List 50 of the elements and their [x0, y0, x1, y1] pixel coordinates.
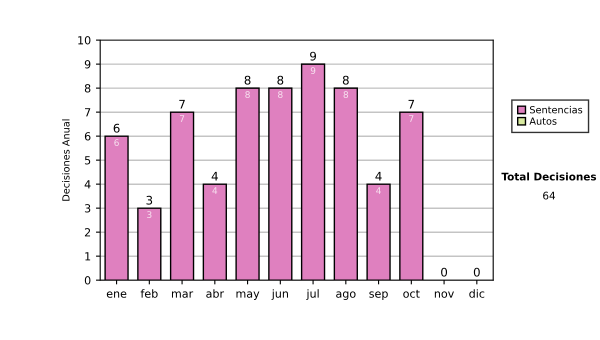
total-label: 4 — [375, 172, 382, 180]
total-label: 6 — [114, 124, 120, 133]
y-tick-label: 2 — [84, 228, 90, 236]
total-label: 4 — [212, 172, 218, 180]
x-tick-label: abr — [206, 289, 224, 298]
text: 64 — [543, 192, 556, 200]
total-label: 3 — [146, 196, 152, 205]
total-label: 0 — [474, 268, 480, 277]
data-label: 7 — [409, 115, 414, 122]
data-label: 8 — [344, 91, 348, 98]
y-tick-label: 6 — [84, 132, 90, 141]
text: Total Decisiones — [501, 172, 596, 180]
data-label: 3 — [147, 211, 152, 218]
data-label: 8 — [245, 91, 250, 98]
legend-label: Sentencias — [530, 106, 582, 114]
data-label: 6 — [114, 139, 119, 146]
y-tick-label: 8 — [84, 84, 90, 93]
total-label: 0 — [441, 268, 448, 277]
legend-label: Autos — [529, 118, 557, 125]
x-tick-label: feb — [140, 289, 158, 298]
total-label: 7 — [408, 100, 414, 108]
total-label: 7 — [179, 100, 185, 108]
y-tick-label: 9 — [84, 60, 90, 69]
y-tick-label: 4 — [84, 180, 91, 188]
x-tick-label: sep — [369, 291, 388, 300]
y-tick-label: 10 — [78, 36, 90, 44]
y-tick-label: 3 — [84, 204, 90, 213]
total-label: 9 — [310, 52, 316, 61]
x-tick-label: ago — [336, 291, 356, 300]
y-tick-label: 0 — [84, 276, 90, 285]
x-tick-label: oct — [403, 290, 420, 298]
x-tick-label: ene — [106, 291, 126, 298]
y-tick-label: 1 — [85, 252, 90, 260]
data-label: 4 — [212, 187, 218, 194]
y-tick-label: 5 — [84, 156, 90, 165]
x-tick-label: dic — [469, 289, 484, 298]
total-label: 8 — [244, 76, 251, 85]
total-label: 8 — [277, 76, 284, 85]
x-tick-label: may — [236, 291, 260, 300]
y-tick-label: 7 — [85, 108, 90, 116]
y-axis-title: Decisiones Anual — [62, 119, 70, 201]
x-tick-label: nov — [434, 291, 454, 298]
total-label: 8 — [342, 76, 349, 85]
data-label: 9 — [310, 67, 316, 74]
data-label: 4 — [376, 187, 381, 194]
data-label: 8 — [278, 91, 283, 98]
x-tick-label: jul — [306, 289, 319, 300]
x-tick-label: jun — [272, 289, 288, 300]
data-label: 7 — [180, 115, 184, 122]
x-tick-label: mar — [172, 291, 194, 298]
